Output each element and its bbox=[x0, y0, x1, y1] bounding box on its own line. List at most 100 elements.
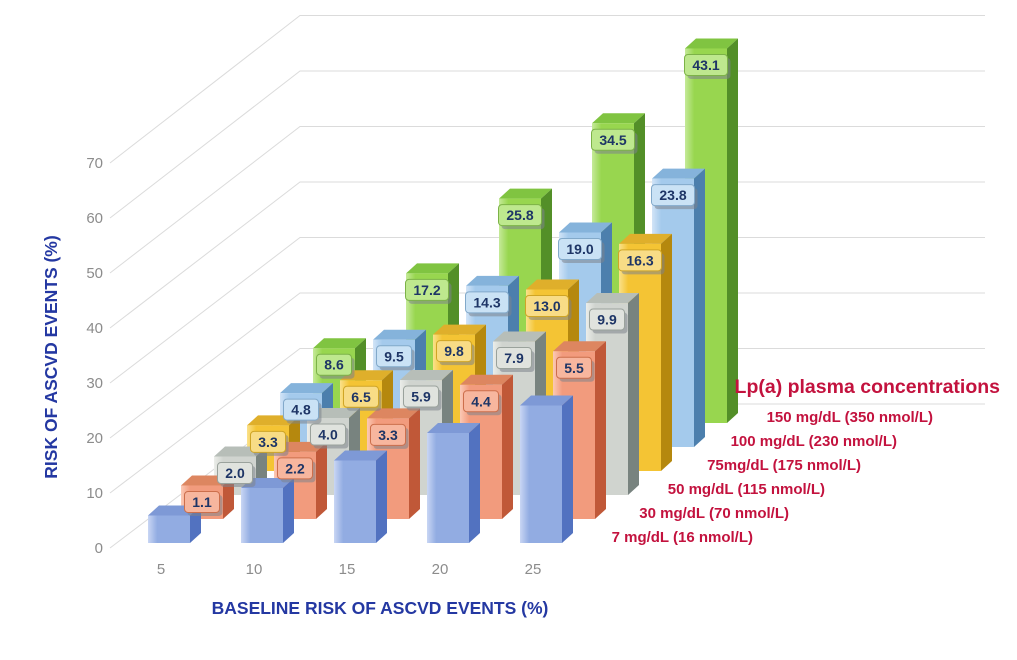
bar-top-face bbox=[526, 279, 579, 290]
legend-item: 75mg/dL (175 nmol/L) bbox=[707, 457, 861, 474]
badge-box bbox=[525, 295, 569, 317]
bar-value-labels-group: 1.1 2.2 3.3 4.4 5.5 2.0 4.0 5.9 7.9 9.9 3.3 6.5 9.8 1… bbox=[184, 53, 731, 516]
gridline bbox=[109, 70, 985, 219]
badge-value: 7.9 bbox=[504, 350, 524, 366]
bar-value-label: 3.3 bbox=[250, 430, 289, 456]
x-tick-label: 15 bbox=[339, 561, 356, 578]
bar-value-label: 16.3 bbox=[618, 249, 665, 275]
badge-value: 2.2 bbox=[285, 460, 305, 476]
badge-value: 4.4 bbox=[471, 393, 491, 409]
bar-top-face bbox=[619, 233, 672, 244]
legend: Lp(a) plasma concentrations 150 mg/dL (3… bbox=[612, 376, 1001, 546]
legend-item: 150 mg/dL (350 nmol/L) bbox=[767, 409, 933, 426]
badge-box bbox=[436, 340, 472, 363]
gridline bbox=[109, 348, 985, 494]
badge-box bbox=[618, 249, 662, 272]
bar bbox=[334, 450, 387, 543]
bar-value-label: 19.0 bbox=[558, 238, 605, 263]
badge-value: 2.0 bbox=[225, 465, 245, 481]
bar-value-label: 17.2 bbox=[405, 278, 452, 304]
bar-top-face bbox=[592, 113, 645, 124]
bar-value-label: 9.9 bbox=[589, 308, 628, 334]
bar-side-face bbox=[469, 423, 480, 543]
bar-top-face bbox=[313, 338, 366, 349]
badge-value: 4.0 bbox=[318, 427, 338, 443]
badge-value: 5.5 bbox=[564, 360, 584, 376]
bar-value-label: 25.8 bbox=[498, 204, 545, 230]
bar-value-label: 4.0 bbox=[310, 423, 349, 449]
bar-value-label: 9.8 bbox=[436, 340, 475, 366]
badge-box bbox=[316, 353, 352, 376]
badge-value: 14.3 bbox=[473, 294, 500, 310]
legend-item: 30 mg/dL (70 nmol/L) bbox=[639, 505, 789, 522]
bar-value-label: 8.6 bbox=[316, 353, 355, 379]
x-axis-title: BASELINE RISK OF ASCVD EVENTS (%) bbox=[212, 598, 549, 618]
badge-value: 16.3 bbox=[626, 252, 653, 268]
axis-tick-labels-group: 0 10 20 30 40 50 60 70 5 10 15 20 25 bbox=[86, 155, 541, 578]
x-tick-label: 5 bbox=[157, 561, 165, 578]
bar-top-face bbox=[406, 263, 459, 274]
badge-box bbox=[591, 128, 635, 151]
bar-top-face bbox=[280, 383, 333, 394]
bar-top-face bbox=[559, 222, 612, 233]
y-tick-label: 0 bbox=[95, 540, 103, 557]
bar-value-label: 43.1 bbox=[684, 53, 731, 79]
bar-top-face bbox=[460, 374, 513, 385]
bar-value-label: 7.9 bbox=[496, 347, 535, 373]
bar-value-label: 6.5 bbox=[343, 385, 382, 411]
bar-side-face bbox=[316, 441, 327, 519]
badge-value: 6.5 bbox=[351, 389, 371, 405]
bar-value-label: 14.3 bbox=[465, 291, 512, 317]
badge-value: 3.3 bbox=[378, 427, 398, 443]
bar-top-face bbox=[334, 450, 387, 461]
y-tick-label: 30 bbox=[86, 375, 103, 392]
bar-value-label: 4.8 bbox=[283, 398, 322, 424]
badge-value: 23.8 bbox=[659, 187, 686, 203]
bar-side-face bbox=[694, 168, 705, 447]
bar-value-label: 2.0 bbox=[217, 462, 256, 487]
gridline bbox=[109, 126, 985, 274]
bar bbox=[241, 478, 294, 543]
badge-value: 9.8 bbox=[444, 343, 464, 359]
badge-value: 9.5 bbox=[384, 348, 404, 364]
badge-box bbox=[376, 345, 412, 368]
bar-top-face bbox=[466, 275, 519, 286]
badge-box bbox=[277, 457, 313, 480]
badge-value: 5.9 bbox=[411, 389, 431, 405]
bar-side-face bbox=[562, 395, 573, 543]
bar-front-face bbox=[427, 433, 469, 543]
badge-value: 3.3 bbox=[258, 434, 278, 450]
bar-top-face bbox=[400, 370, 453, 381]
bar-top-face bbox=[685, 38, 738, 49]
badge-value: 43.1 bbox=[692, 57, 719, 73]
bar-value-label: 23.8 bbox=[651, 184, 698, 210]
bar-top-face bbox=[586, 293, 639, 304]
badge-box bbox=[589, 308, 625, 331]
badge-box bbox=[250, 430, 286, 453]
bar-value-label: 13.0 bbox=[525, 295, 572, 320]
bar-value-label: 3.3 bbox=[370, 423, 409, 449]
y-axis-title: RISK OF ASCVD EVENTS (%) bbox=[41, 235, 61, 478]
badge-box bbox=[558, 238, 602, 260]
y-tick-label: 70 bbox=[86, 155, 103, 172]
badge-value: 17.2 bbox=[413, 282, 440, 298]
y-tick-label: 40 bbox=[86, 320, 103, 337]
badge-box bbox=[370, 423, 406, 446]
bar-side-face bbox=[409, 408, 420, 519]
gridline bbox=[109, 181, 985, 329]
legend-item: 100 mg/dL (230 nmol/L) bbox=[731, 433, 897, 450]
badge-value: 13.0 bbox=[533, 298, 560, 314]
bar-front-face bbox=[520, 405, 562, 543]
bar-side-face bbox=[595, 341, 606, 519]
badge-box bbox=[405, 278, 449, 301]
bar-side-face bbox=[376, 450, 387, 543]
gridline bbox=[109, 292, 985, 439]
badge-value: 25.8 bbox=[506, 207, 533, 223]
bar-value-label: 9.5 bbox=[376, 345, 415, 371]
badge-box bbox=[283, 398, 319, 421]
bar bbox=[520, 395, 573, 543]
gridline bbox=[109, 15, 985, 164]
badge-box bbox=[556, 356, 592, 379]
